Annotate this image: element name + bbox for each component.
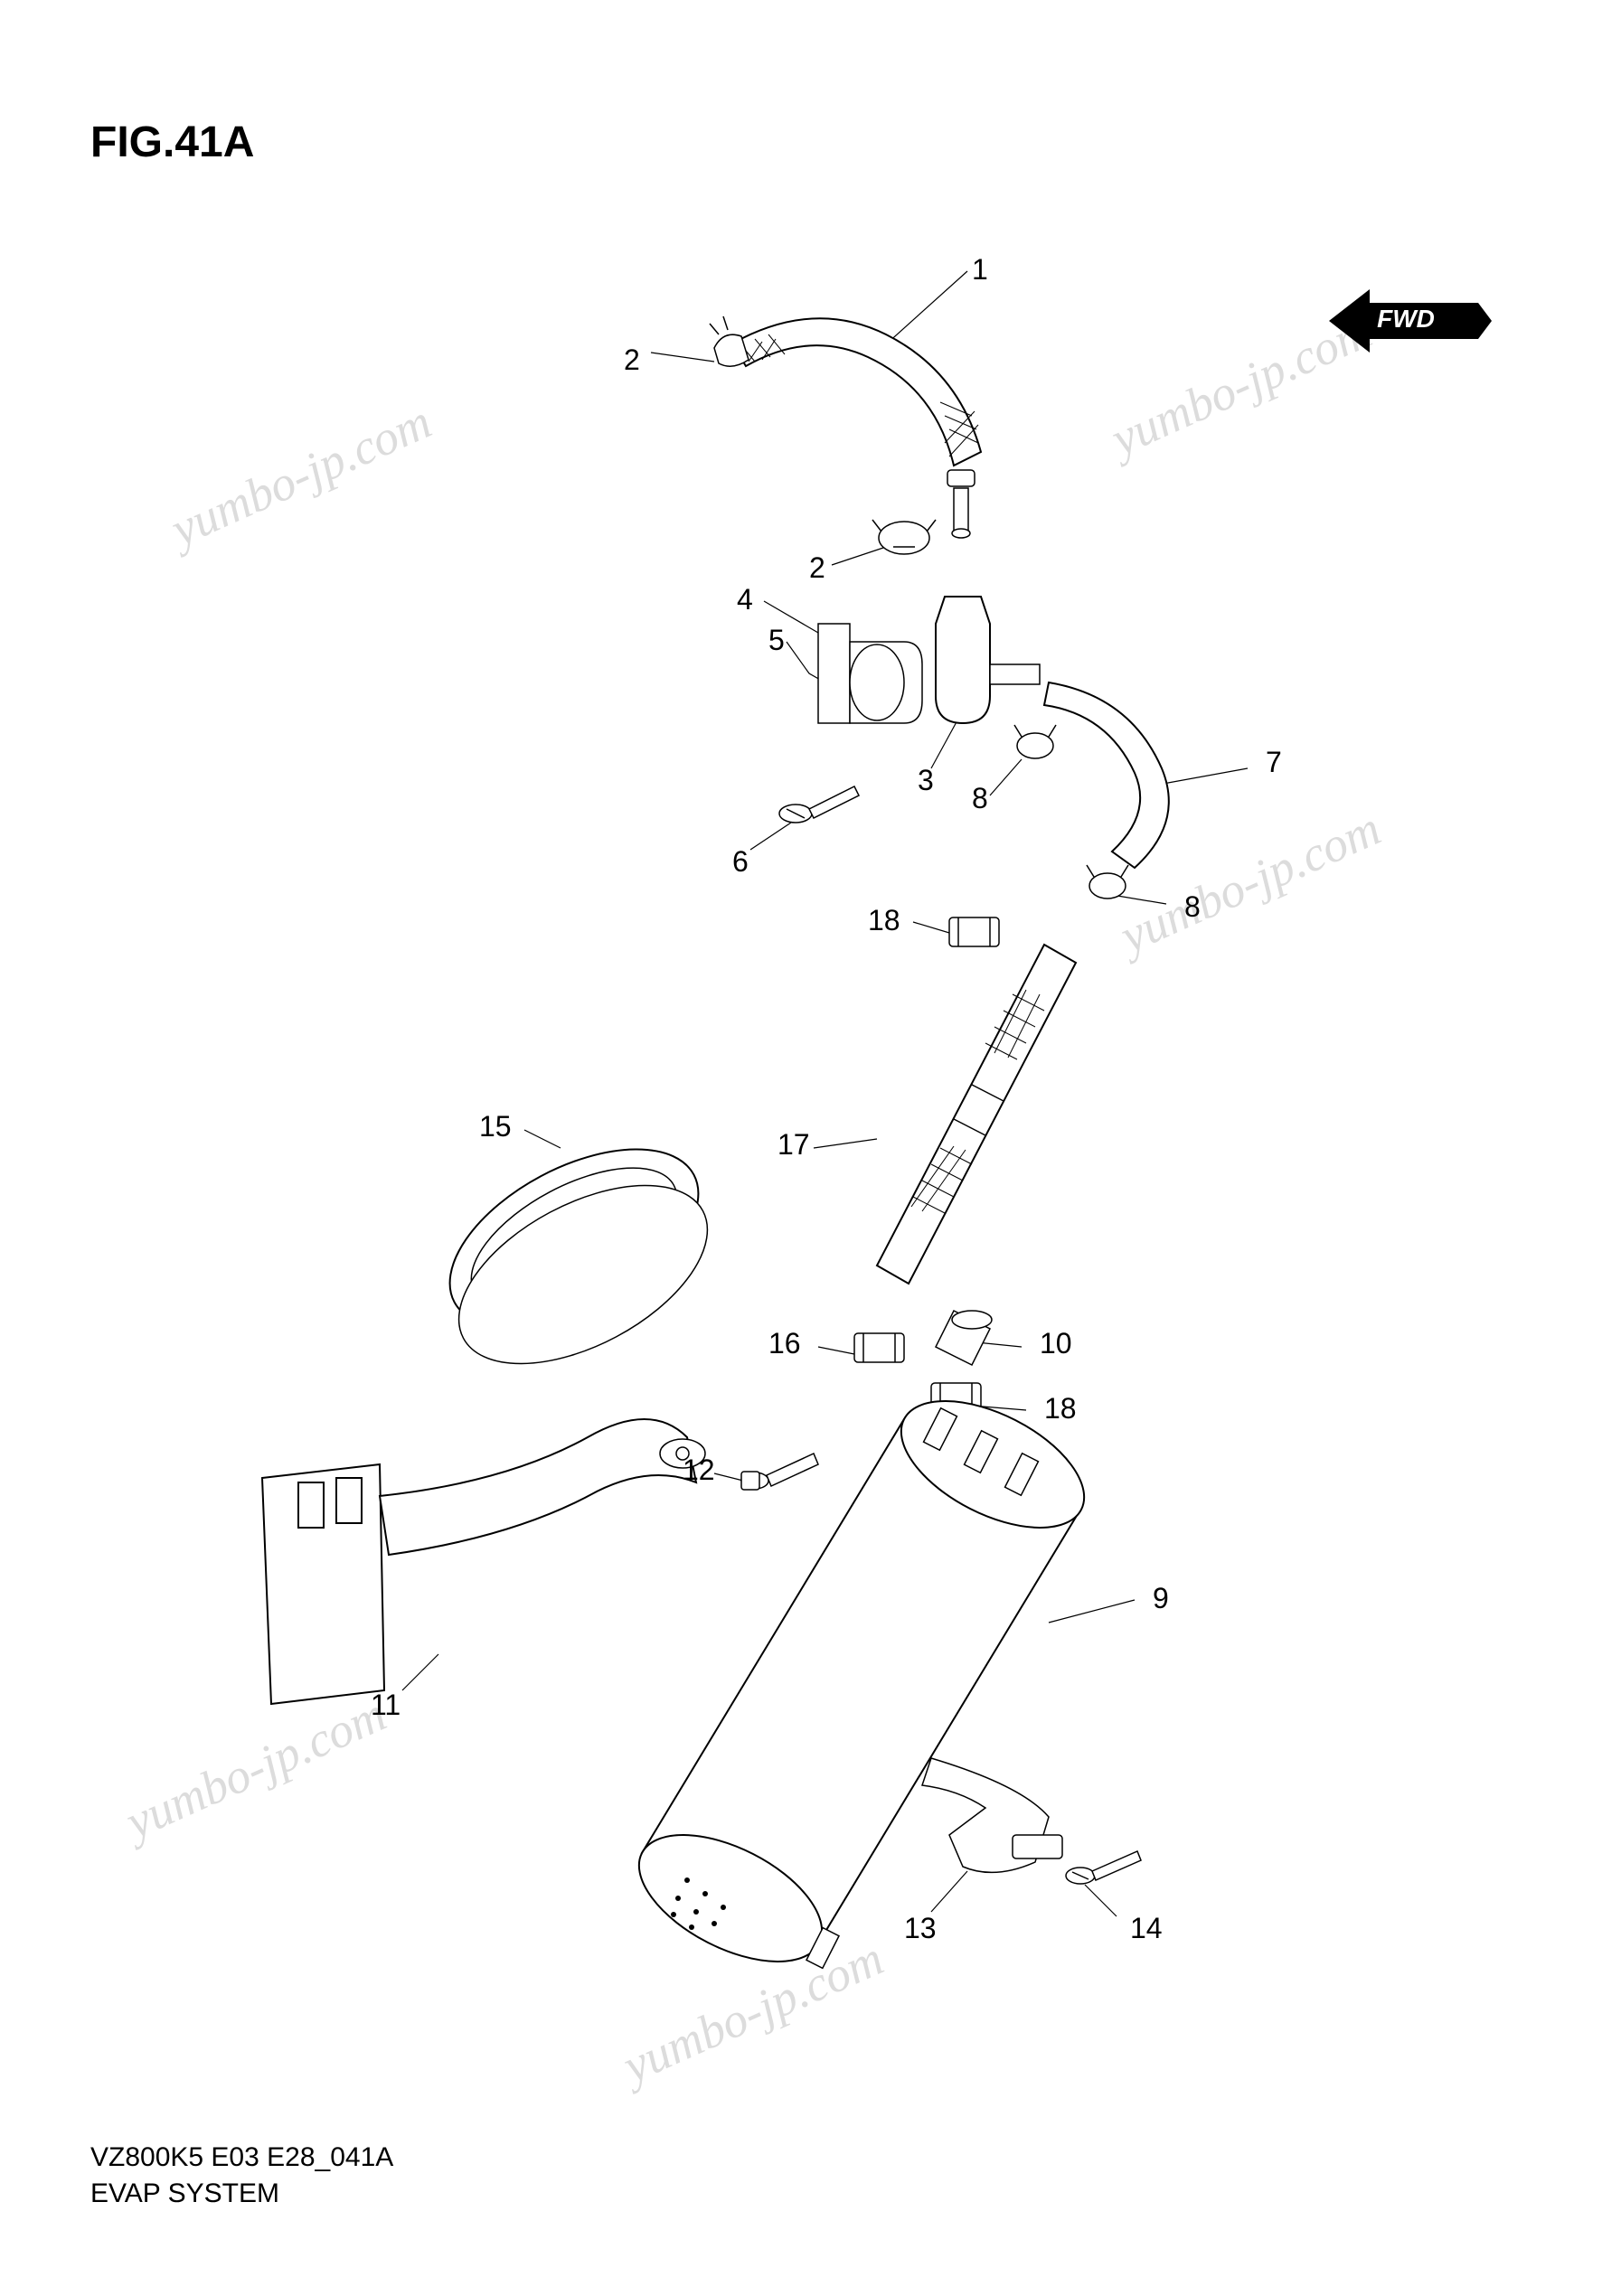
- callout-7: 7: [1266, 746, 1282, 779]
- part-valve-assy: [818, 597, 1040, 723]
- part-screw-14: [1066, 1851, 1141, 1884]
- callout-12: 12: [683, 1454, 715, 1487]
- callout-9: 9: [1153, 1582, 1169, 1615]
- callout-1: 1: [972, 253, 988, 287]
- part-hose-upper: [732, 318, 981, 466]
- callout-15: 15: [479, 1110, 512, 1143]
- part-tube-17: [877, 945, 1076, 1284]
- part-holder-13: [922, 1758, 1062, 1872]
- callout-6: 6: [732, 845, 749, 879]
- part-clip-8a: [1014, 725, 1056, 758]
- callout-3: 3: [918, 764, 934, 797]
- callout-4: 4: [737, 583, 753, 616]
- part-clamp-18a: [949, 917, 999, 946]
- callout-8a: 8: [972, 782, 988, 815]
- part-clip-8b: [1087, 865, 1128, 899]
- callout-11: 11: [371, 1689, 401, 1722]
- part-hose-7: [1044, 682, 1169, 868]
- callout-2a: 2: [624, 343, 640, 377]
- part-seal-15: [421, 1113, 736, 1401]
- diagram-svg: [0, 0, 1621, 2296]
- callout-8b: 8: [1184, 890, 1201, 924]
- part-screw-6: [779, 786, 859, 823]
- callout-2b: 2: [809, 551, 825, 585]
- part-clip-upper: [710, 316, 749, 366]
- callout-13: 13: [904, 1912, 937, 1945]
- part-clamp-16: [854, 1333, 904, 1362]
- part-bolt-12: [741, 1454, 818, 1490]
- part-sleeve-10: [936, 1311, 992, 1365]
- callout-18a: 18: [868, 904, 900, 937]
- callout-17: 17: [778, 1128, 810, 1162]
- part-nipple: [947, 470, 975, 538]
- part-clip-mid: [872, 520, 936, 554]
- callout-10: 10: [1040, 1327, 1072, 1360]
- callout-5: 5: [768, 624, 785, 657]
- callout-18b: 18: [1044, 1392, 1077, 1426]
- callout-16: 16: [768, 1327, 801, 1360]
- part-bracket-11: [262, 1419, 705, 1704]
- callout-14: 14: [1130, 1912, 1163, 1945]
